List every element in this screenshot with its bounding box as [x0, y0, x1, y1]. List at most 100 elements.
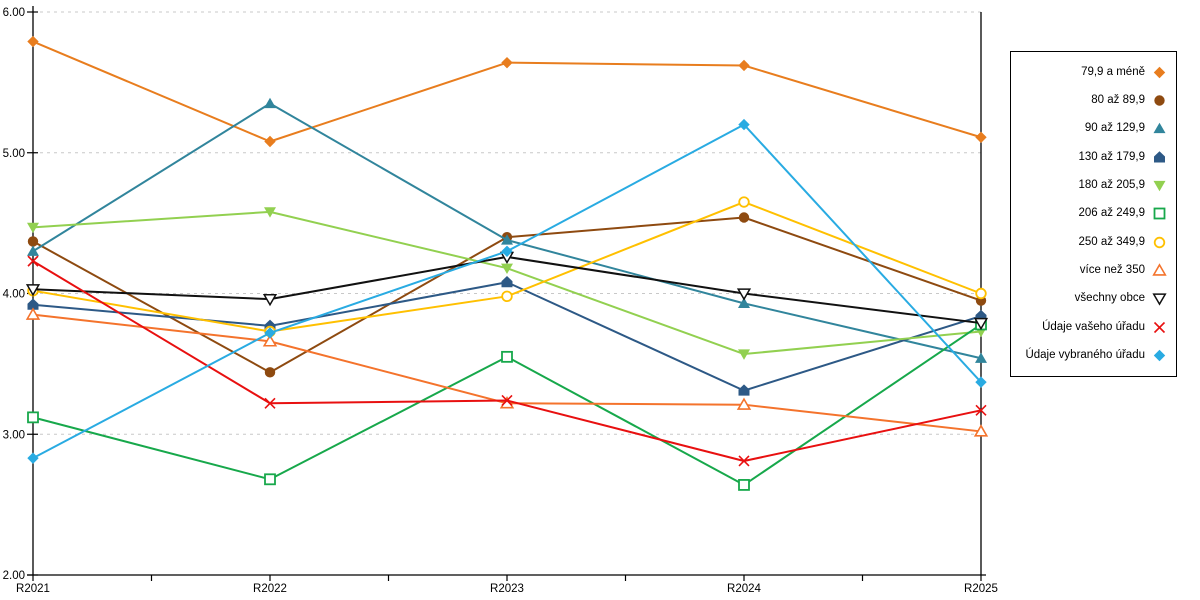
diamond-marker [264, 327, 276, 339]
legend-label: více než 350 [1079, 263, 1145, 276]
series-line-v-ce-ne-350 [32, 313, 982, 433]
circle-hollow-marker [501, 290, 513, 303]
circle-hollow-icon [1153, 236, 1166, 248]
triangle-up-hollow-icon [1152, 263, 1167, 276]
circle-hollow-marker [738, 196, 750, 208]
x-tick-label: R2023 [490, 583, 524, 595]
legend-label: 90 až 129,9 [1084, 122, 1145, 135]
legend-item-80-a-89-9[interactable]: 80 až 89,9 [1011, 89, 1176, 113]
legend-item-daje-vybran-ho-adu[interactable]: Údaje vybraného úřadu [1011, 344, 1176, 368]
square-hollow-marker [501, 350, 513, 363]
y-tick-label: 6.00 [3, 7, 25, 19]
triangle-down-marker [264, 207, 276, 218]
circle-marker [738, 212, 750, 223]
diamond-icon [1153, 66, 1166, 79]
square-hollow-marker [738, 479, 750, 491]
legend-label: Údaje vašeho úřadu [1042, 320, 1145, 333]
x-tick-label: R2025 [964, 583, 998, 595]
circle-hollow-marker [975, 287, 987, 300]
pentagon-marker [738, 384, 750, 396]
x-tick-label: R2022 [253, 583, 287, 595]
circle-hollow-legend-icon [1153, 236, 1166, 248]
triangle-up-marker [975, 352, 987, 363]
square-hollow-icon [1153, 208, 1166, 220]
legend-label: 180 až 205,9 [1078, 178, 1145, 191]
triangle-down-marker [738, 349, 750, 360]
diamond-icon [1153, 349, 1166, 362]
diamond-marker [738, 118, 750, 131]
x-marker [975, 404, 987, 416]
triangle-up-hollow-marker [262, 334, 278, 347]
triangle-down-hollow-legend-icon [1152, 293, 1167, 307]
series-daje-va-eho-adu [27, 255, 987, 467]
legend-item-v-echny-obce[interactable]: všechny obce [1011, 287, 1176, 311]
series-v-ce-ne-350 [25, 307, 989, 437]
y-tick-label: 3.00 [3, 429, 25, 441]
legend-item-130-a-179-9[interactable]: 130 až 179,9 [1011, 145, 1176, 169]
legend-item-90-a-129-9[interactable]: 90 až 129,9 [1011, 117, 1176, 141]
diamond-marker [975, 376, 987, 388]
triangle-up-marker [738, 297, 750, 308]
triangle-up-hollow-marker [973, 424, 989, 437]
legend-label: 79,9 a méně [1081, 65, 1145, 78]
triangle-down-marker [27, 222, 39, 234]
chart-legend: 79,9 a méně 80 až 89,9 90 až 129,9 130 až 1… [1010, 51, 1177, 377]
x-marker [27, 255, 39, 267]
triangle-up-hollow-marker [736, 397, 752, 410]
triangle-up-marker [501, 234, 513, 245]
circle-marker [27, 236, 39, 247]
x-marker [501, 394, 513, 407]
legend-item-206-a-249-9[interactable]: 206 až 249,9 [1011, 202, 1176, 226]
triangle-up-hollow-legend-icon [1152, 263, 1167, 276]
pentagon-icon [1154, 151, 1165, 163]
x-tick-label: R2021 [16, 583, 50, 595]
legend-label: 250 až 349,9 [1078, 235, 1145, 248]
diamond-marker [501, 245, 513, 257]
square-hollow-marker [264, 473, 276, 486]
diamond-legend-icon [1153, 349, 1166, 362]
legend-label: 80 až 89,9 [1091, 93, 1145, 106]
triangle-up-marker [264, 97, 276, 109]
pentagon-marker [501, 276, 513, 288]
x-legend-icon [1153, 321, 1166, 333]
x-tick-label: R2024 [727, 583, 761, 595]
triangle-down-hollow-marker [736, 288, 752, 301]
x-marker [738, 455, 750, 467]
circle-marker [264, 367, 276, 378]
legend-item-180-a-205-9[interactable]: 180 až 205,9 [1011, 174, 1176, 198]
diamond-marker [501, 56, 513, 69]
triangle-down-legend-icon [1153, 181, 1166, 192]
diamond-marker [264, 135, 276, 148]
diamond-legend-icon [1153, 66, 1166, 79]
series-daje-vybran-ho-adu [27, 118, 987, 464]
triangle-up-icon [1153, 123, 1166, 134]
legend-item-250-a-349-9[interactable]: 250 až 349,9 [1011, 230, 1176, 254]
square-hollow-legend-icon [1153, 208, 1166, 220]
triangle-down-marker [501, 263, 513, 274]
triangle-down-hollow-marker [25, 284, 41, 297]
triangle-down-hollow-icon [1152, 293, 1167, 307]
triangle-up-legend-icon [1153, 123, 1166, 134]
diamond-marker [27, 35, 39, 48]
legend-item-v-ce-ne-350[interactable]: více než 350 [1011, 259, 1176, 283]
square-hollow-marker [27, 411, 39, 424]
y-tick-label: 2.00 [3, 570, 25, 582]
triangle-down-hollow-marker [973, 317, 989, 331]
series-79-9-a-m-n [27, 35, 987, 148]
y-tick-label: 4.00 [3, 289, 25, 301]
legend-label: všechny obce [1074, 292, 1145, 305]
triangle-down-icon [1153, 181, 1166, 192]
pentagon-legend-icon [1154, 151, 1165, 163]
diamond-marker [738, 59, 750, 72]
triangle-up-marker [27, 245, 39, 256]
series-90-a-129-9 [27, 97, 987, 363]
legend-item-79-9-a-m-n[interactable]: 79,9 a méně [1011, 60, 1176, 84]
legend-item-daje-va-eho-adu[interactable]: Údaje vašeho úřadu [1011, 315, 1176, 339]
diamond-marker [975, 131, 987, 143]
pentagon-marker [27, 298, 39, 310]
diamond-marker [27, 452, 39, 464]
circle-legend-icon [1154, 95, 1165, 106]
legend-label: 130 až 179,9 [1078, 150, 1145, 163]
